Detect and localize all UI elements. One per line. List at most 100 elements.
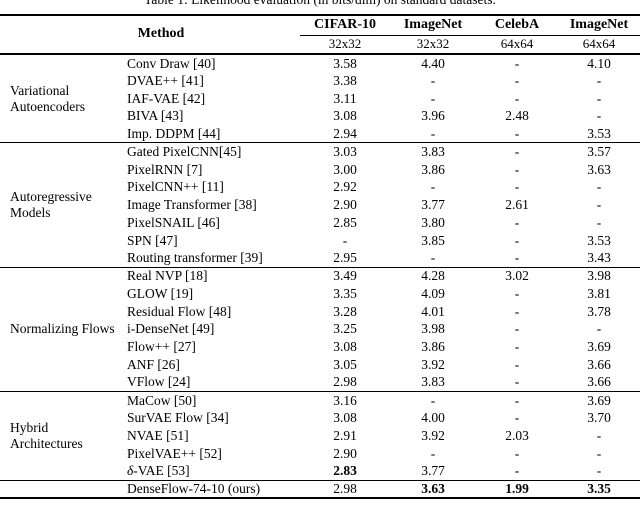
value-cell: 4.01 [421, 303, 445, 319]
group-label-autoregressive: Autoregressive Models [0, 142, 120, 267]
value-cell: 3.86 [421, 339, 445, 355]
value-cell: - [430, 90, 436, 106]
value-cell: - [342, 232, 348, 248]
col-header-celeba: CelebA [476, 15, 559, 36]
col-subheader-resolution: 64x64 [500, 35, 534, 51]
value-cell: - [514, 303, 520, 319]
value-cell: - [514, 250, 520, 266]
group-label-normalizing-flows: Normalizing Flows [0, 266, 120, 392]
value-cell: - [514, 445, 520, 461]
value-cell: - [596, 108, 602, 124]
value-cell: 3.49 [300, 266, 391, 285]
method-cell: MaCow [50] [120, 390, 301, 409]
method-cell: PixelSNAIL [46] [127, 214, 220, 230]
value-cell: - [514, 356, 520, 372]
value-cell: 3.81 [587, 285, 611, 301]
method-cell: PixelRNN [7] [127, 161, 203, 177]
value-cell: - [596, 90, 602, 106]
col-subheader-resolution: 32x32 [416, 35, 450, 51]
value-cell: 3.66 [587, 374, 611, 390]
value-cell: - [596, 321, 602, 337]
value-cell: 3.85 [421, 232, 445, 248]
value-cell: 3.86 [421, 161, 445, 177]
value-cell: 2.95 [333, 250, 357, 266]
col-header-cifar10: CIFAR-10 [300, 15, 391, 36]
value-cell: 2.94 [333, 125, 357, 141]
method-cell: Flow++ [27] [127, 339, 196, 355]
method-cell: IAF-VAE [42] [127, 90, 206, 106]
table-row: IAF-VAE [42] 3.11 - - - [0, 90, 640, 108]
value-cell: 3.05 [333, 356, 357, 372]
likelihood-table: Method CIFAR-10 ImageNet CelebA ImageNet… [0, 14, 640, 499]
value-cell: 2.61 [505, 197, 529, 213]
value-cell: 3.83 [421, 374, 445, 390]
table-body: Variational Autoencoders Conv Draw [40] … [0, 54, 640, 498]
value-cell: - [514, 72, 520, 88]
value-cell: 2.98 [300, 479, 391, 498]
value-cell: 3.83 [390, 142, 477, 161]
value-cell: 2.48 [505, 108, 529, 124]
table-row-ours: DenseFlow-74-10 (ours) 2.98 3.63 1.99 3.… [0, 479, 640, 498]
table-row: Hybrid Architectures MaCow [50] 3.16 - -… [0, 390, 640, 480]
table-row: Normalizing Flows Real NVP [18] 3.49 4.2… [0, 266, 640, 392]
value-cell: - [514, 232, 520, 248]
method-cell: Residual Flow [48] [127, 303, 232, 319]
value-cell: 4.10 [587, 55, 611, 71]
table-row: δ-VAE [53] 2.83 3.77 - - [0, 462, 640, 480]
table-row: PixelRNN [7] 3.00 3.86 - 3.63 [0, 161, 640, 179]
value-cell: 3.98 [421, 321, 445, 337]
value-cell: - [596, 445, 602, 461]
value-cell: 3.96 [421, 108, 445, 124]
table-row: BIVA [43] 3.08 3.96 2.48 - [0, 107, 640, 125]
method-cell: NVAE [51] [127, 427, 189, 443]
value-cell: - [596, 214, 602, 230]
value-cell: 3.63 [390, 479, 477, 498]
value-cell: - [430, 72, 436, 88]
table-row: Routing transformer [39] 2.95 - - 3.43 [0, 249, 640, 267]
value-cell: 3.70 [587, 410, 611, 426]
method-cell: Routing transformer [39] [127, 250, 263, 266]
col-header-method: Method [137, 26, 185, 42]
value-cell: - [430, 445, 436, 461]
col-subheader-resolution: 64x64 [582, 35, 616, 51]
method-cell: δ-VAE [53] [127, 463, 190, 479]
method-cell: PixelVAE++ [52] [127, 445, 222, 461]
table-row: i-DenseNet [49] 3.25 3.98 - - [0, 320, 640, 338]
value-cell: - [514, 125, 520, 141]
value-cell: 3.53 [587, 232, 611, 248]
group-label-hybrid: Hybrid Architectures [0, 390, 120, 480]
method-cell: PixelCNN++ [11] [127, 179, 224, 195]
value-cell: - [430, 179, 436, 195]
value-cell: 2.92 [333, 179, 357, 195]
value-cell: 3.98 [558, 266, 640, 285]
value-cell: 3.92 [421, 427, 445, 443]
value-cell: - [596, 427, 602, 443]
col-header-imagenet32: ImageNet [390, 15, 477, 36]
method-cell: ANF [26] [127, 356, 180, 372]
method-cell: SurVAE Flow [34] [127, 410, 229, 426]
table-row: Imp. DDPM [44] 2.94 - - 3.53 [0, 125, 640, 143]
caption-clip-region: Table 1: Likelihood evaluation (in bits/… [0, 0, 640, 14]
value-cell: 3.35 [558, 479, 640, 498]
table-row: PixelVAE++ [52] 2.90 - - - [0, 445, 640, 463]
col-header-imagenet64: ImageNet [558, 15, 640, 36]
method-cell: DVAE++ [41] [127, 72, 204, 88]
value-cell: - [514, 410, 520, 426]
value-cell: 3.28 [333, 303, 357, 319]
value-cell: 3.08 [333, 410, 357, 426]
table-row: GLOW [19] 3.35 4.09 - 3.81 [0, 285, 640, 303]
value-cell: - [514, 463, 520, 479]
value-cell: 3.69 [558, 390, 640, 409]
value-cell: 2.90 [333, 197, 357, 213]
value-cell: - [514, 339, 520, 355]
value-cell: 2.98 [333, 374, 357, 390]
value-cell: 3.35 [333, 285, 357, 301]
table-row: DVAE++ [41] 3.38 - - - [0, 72, 640, 90]
value-cell: 3.80 [421, 214, 445, 230]
value-cell: 2.91 [333, 427, 357, 443]
table-row: Variational Autoencoders Conv Draw [40] … [0, 54, 640, 114]
value-cell: 2.90 [333, 445, 357, 461]
value-cell: - [514, 214, 520, 230]
value-cell: 4.00 [421, 410, 445, 426]
